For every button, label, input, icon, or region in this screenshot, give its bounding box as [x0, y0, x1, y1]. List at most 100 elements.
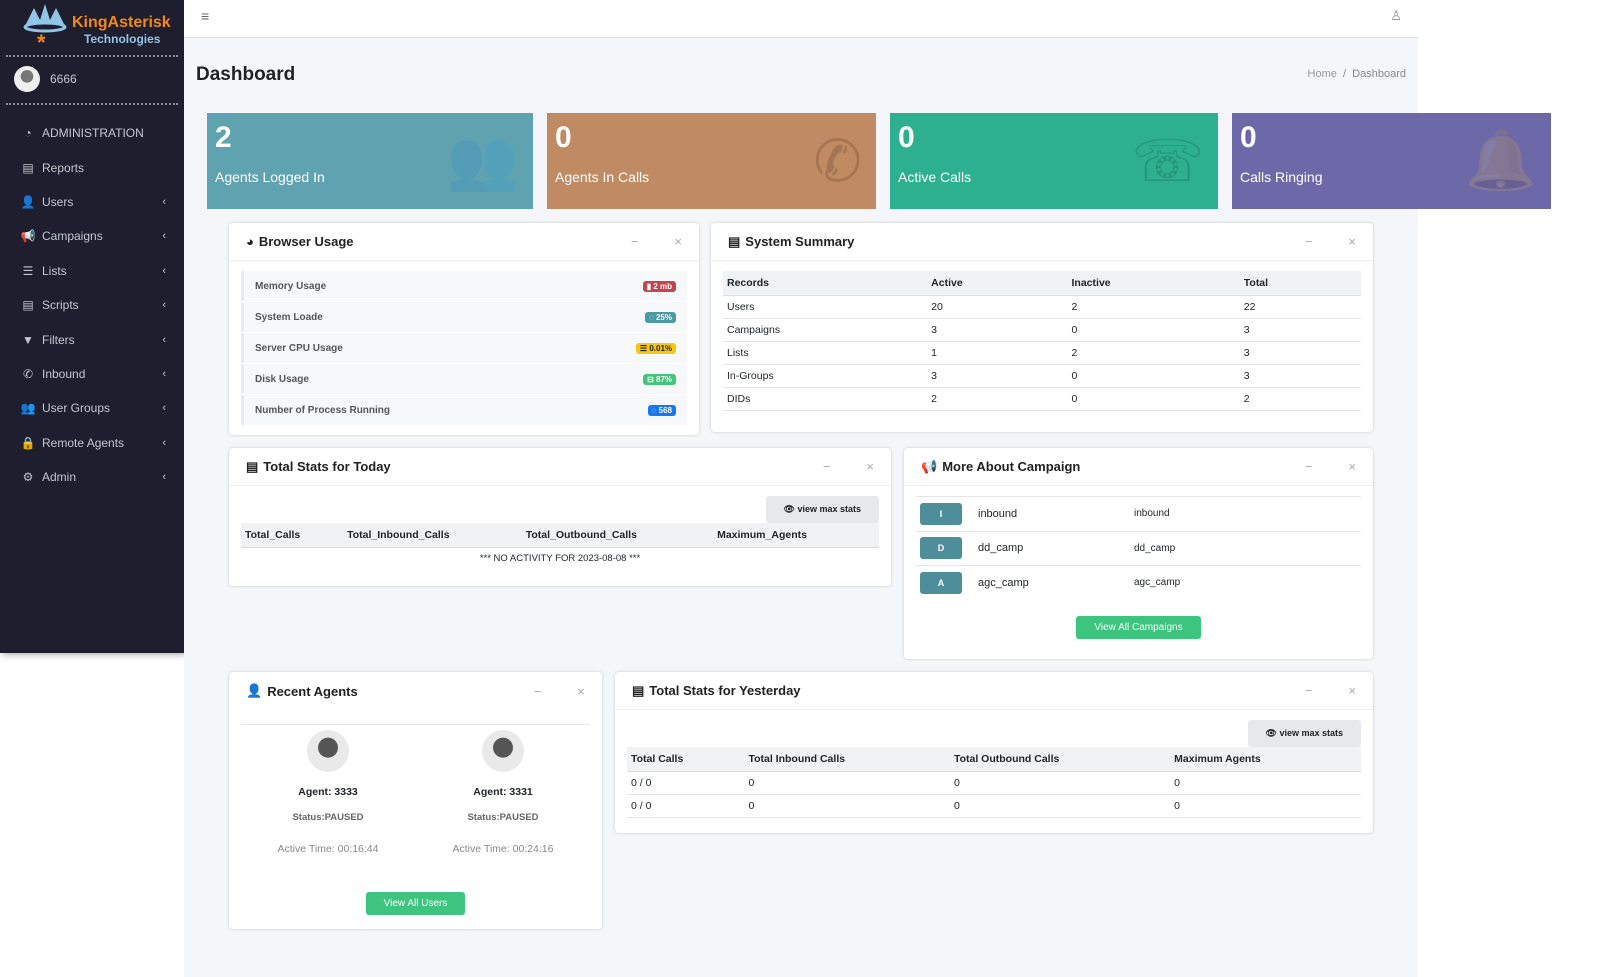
campaign-badge: D: [920, 537, 962, 560]
table-icon: ▤: [632, 682, 645, 698]
metric-label: Memory Usage: [255, 280, 327, 292]
avatar: [14, 66, 40, 92]
sidebar-item-users[interactable]: 👤 Users ‹: [0, 185, 184, 219]
column-header: Total_Outbound_Calls: [521, 523, 714, 548]
sidebar-item-scripts[interactable]: ▤ Scripts ‹: [0, 288, 184, 322]
agent-card[interactable]: Agent: 3331 Status:PAUSED Active Time: 00:…: [428, 730, 578, 855]
file-icon: ▤: [22, 298, 34, 313]
table-cell: Users: [723, 295, 928, 319]
user-account-icon[interactable]: ♙: [1390, 8, 1402, 23]
stat-card-icon: ☏: [1131, 129, 1204, 194]
list-item: Number of Process Running ◌ 568: [241, 395, 687, 425]
agent-card[interactable]: Agent: 3333 Status:PAUSED Active Time: 00:…: [253, 730, 403, 855]
sidebar-item-admin[interactable]: ⚙ Admin ‹: [0, 460, 184, 494]
sidebar-item-lists[interactable]: ☰ Lists ‹: [0, 254, 184, 288]
stat-value: 0: [1240, 121, 1257, 154]
user-name: 6666: [50, 72, 77, 86]
minimize-button[interactable]: −: [630, 234, 639, 249]
stat-label: Active Calls: [898, 169, 972, 185]
close-button[interactable]: ×: [1348, 234, 1356, 249]
campaign-name: inbound: [978, 507, 1018, 520]
top-navbar: ≡ ♙: [184, 0, 1418, 38]
stat-label: Calls Ringing: [1240, 169, 1323, 185]
today-stats-table: Total_Calls Total_Inbound_Calls Total_Outb…: [241, 523, 879, 569]
metric-label: Disk Usage: [255, 373, 309, 385]
chevron-left-icon: ‹: [162, 333, 166, 346]
close-button[interactable]: ×: [1348, 459, 1356, 474]
table-cell: 2: [1067, 295, 1240, 319]
minimize-button[interactable]: −: [1304, 459, 1313, 474]
column-header: Maximum Agents: [1170, 747, 1361, 772]
close-button[interactable]: ×: [577, 683, 585, 699]
table-row: In-Groups 3 0 3: [723, 364, 1361, 388]
table-cell: 3: [927, 364, 1068, 388]
panel-title: System Summary: [745, 234, 855, 249]
sidebar-item-label: Inbound: [42, 366, 86, 381]
minimize-button[interactable]: −: [533, 683, 542, 699]
sidebar-item-campaigns[interactable]: 📢 Campaigns ‹: [0, 219, 184, 253]
chevron-left-icon: ‹: [162, 367, 166, 380]
view-max-stats-button[interactable]: 👁 view max stats: [1247, 720, 1361, 747]
sidebar-item-user-groups[interactable]: 👥 User Groups ‹: [0, 391, 184, 425]
campaign-name: dd_camp: [978, 542, 1024, 555]
table-cell: 0 / 0: [627, 771, 745, 795]
user-icon: 👤: [246, 683, 263, 698]
minimize-button[interactable]: −: [1304, 234, 1313, 249]
view-all-campaigns-button[interactable]: View All Campaigns: [1076, 615, 1201, 639]
panel-title: Total Stats for Today: [263, 459, 391, 474]
breadcrumb: Home / Dashboard: [1308, 68, 1406, 80]
sidebar-nav: ◔ ADMINISTRATION ▤ Reports 👤 Users ‹ 📢 Campaigns…: [0, 116, 184, 494]
stat-card-agents-logged-in[interactable]: 2 Agents Logged In 👥: [207, 113, 533, 209]
panel-title: Browser Usage: [258, 234, 354, 249]
table-cell: 0: [1067, 318, 1240, 342]
sidebar-item-filters[interactable]: ▼ Filters ‹: [0, 322, 184, 356]
column-header: Total Outbound Calls: [949, 747, 1171, 772]
sidebar-item-reports[interactable]: ▤ Reports: [0, 150, 184, 184]
table-row: Campaigns 3 0 3: [723, 318, 1361, 342]
view-all-users-button[interactable]: View All Users: [365, 892, 466, 915]
table-cell: 0: [744, 771, 950, 795]
sidebar-item-label: Scripts: [42, 298, 79, 313]
minimize-button[interactable]: −: [1304, 683, 1313, 698]
user-panel[interactable]: 6666: [14, 66, 77, 92]
panel-title: Recent Agents: [267, 683, 358, 699]
chevron-left-icon: ‹: [162, 195, 166, 208]
sidebar-item-remote-agents[interactable]: 🔒 Remote Agents ‹: [0, 426, 184, 460]
no-activity-message: *** NO ACTIVITY FOR 2023-08-08 ***: [479, 553, 641, 564]
divider: [6, 103, 178, 105]
close-button[interactable]: ×: [1348, 683, 1356, 698]
brand-subtitle: Technologies: [84, 32, 161, 46]
close-button[interactable]: ×: [866, 459, 874, 474]
column-header: Records: [723, 271, 928, 296]
sidebar-item-administration[interactable]: ◔ ADMINISTRATION: [0, 116, 184, 150]
stat-card-agents-in-calls[interactable]: 0 Agents In Calls ✆: [547, 113, 876, 209]
sidebar-item-inbound[interactable]: ✆ Inbound ‹: [0, 357, 184, 391]
phone-icon: ✆: [22, 366, 34, 381]
breadcrumb-home[interactable]: Home: [1307, 68, 1337, 80]
users-icon: 👥: [20, 401, 36, 416]
stat-card-active-calls[interactable]: 0 Active Calls ☏: [890, 113, 1218, 209]
close-button[interactable]: ×: [674, 234, 682, 249]
stat-value: 0: [898, 121, 915, 154]
hamburger-menu-icon[interactable]: ≡: [201, 8, 210, 24]
column-header: Total Inbound Calls: [744, 747, 950, 772]
list-item: System Loade ◌ 25%: [241, 302, 687, 332]
list-icon: ☰: [22, 263, 34, 278]
table-cell: 3: [1239, 341, 1361, 365]
agent-status: Status:PAUSED: [467, 812, 539, 823]
stat-card-calls-ringing[interactable]: 0 Calls Ringing 🔔: [1232, 113, 1551, 209]
chevron-left-icon: ‹: [162, 471, 166, 484]
table-cell: 20: [927, 295, 1068, 319]
minimize-button[interactable]: −: [822, 459, 831, 474]
sidebar-item-label: Remote Agents: [42, 435, 125, 450]
view-max-stats-button[interactable]: 👁 view max stats: [765, 496, 879, 523]
brand-logo[interactable]: * KingAsterisk Technologies: [20, 2, 171, 55]
list-item: Server CPU Usage ☰ 0.01%: [241, 333, 687, 363]
chevron-left-icon: ‹: [162, 436, 166, 449]
